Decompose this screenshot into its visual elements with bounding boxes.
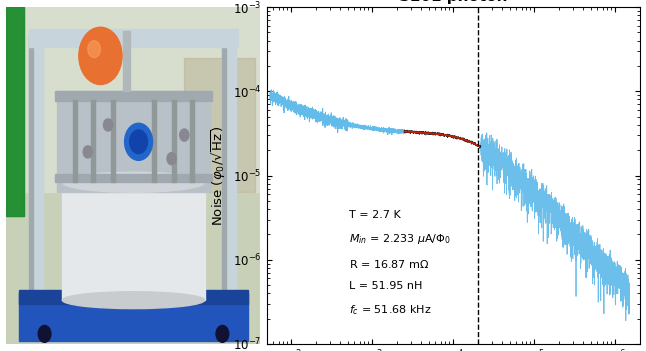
Circle shape: [79, 27, 122, 85]
Bar: [19, 293, 248, 340]
Circle shape: [125, 123, 152, 160]
Bar: [6, 7, 25, 216]
Bar: [73, 100, 77, 182]
Ellipse shape: [63, 292, 205, 309]
Bar: [63, 182, 205, 300]
Circle shape: [130, 130, 147, 154]
Circle shape: [83, 146, 92, 158]
Bar: [184, 58, 255, 192]
Bar: [29, 29, 238, 47]
Bar: [222, 34, 226, 310]
Bar: [55, 174, 213, 182]
Title: SE01 photon: SE01 photon: [399, 0, 507, 5]
Y-axis label: Noise ($\varphi_0/\sqrt{\mathrm{Hz}}$): Noise ($\varphi_0/\sqrt{\mathrm{Hz}}$): [209, 125, 227, 226]
Bar: [190, 100, 194, 182]
Circle shape: [167, 153, 176, 165]
Bar: [111, 100, 115, 182]
Bar: [29, 34, 43, 310]
Text: T = 2.7 K

$M_{in}$ = 2.233 $\mu$A/$\Phi_0$

R = 16.87 m$\Omega$

L = 51.95 nH

: T = 2.7 K $M_{in}$ = 2.233 $\mu$A/$\Phi_…: [349, 210, 451, 317]
Ellipse shape: [63, 172, 205, 192]
Bar: [6, 7, 25, 216]
Circle shape: [180, 129, 189, 141]
Circle shape: [38, 325, 51, 342]
Bar: [29, 34, 33, 310]
Bar: [91, 100, 94, 182]
Bar: [19, 290, 248, 304]
Circle shape: [216, 325, 229, 342]
Bar: [57, 91, 210, 192]
Circle shape: [103, 119, 112, 131]
Bar: [6, 7, 260, 192]
Bar: [172, 100, 176, 182]
Circle shape: [88, 41, 101, 58]
Bar: [123, 31, 130, 91]
Bar: [152, 100, 156, 182]
Bar: [222, 34, 236, 310]
Bar: [55, 91, 213, 101]
